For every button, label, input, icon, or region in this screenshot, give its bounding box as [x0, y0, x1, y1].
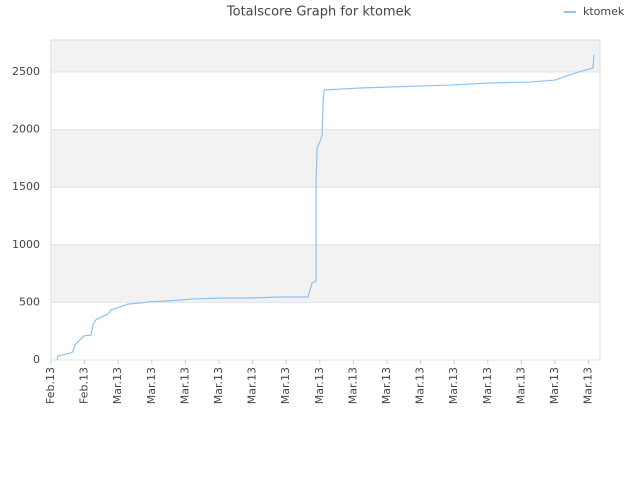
x-tick-label: Mar.13 — [447, 367, 460, 404]
x-tick-label: Mar.13 — [514, 367, 527, 404]
x-tick-label: Mar.13 — [246, 367, 259, 404]
line — [56, 54, 595, 361]
x-tick-label: Mar.13 — [212, 367, 225, 404]
grid-band — [51, 187, 600, 245]
y-tick-label: 2500 — [12, 65, 40, 78]
y-tick-label: 500 — [19, 295, 40, 308]
grid-band — [51, 40, 600, 73]
x-tick-label: Mar.13 — [548, 367, 561, 404]
x-tick-label: Mar.13 — [111, 367, 124, 404]
legend-label: ktomek — [583, 5, 625, 18]
grid-band — [51, 244, 600, 303]
x-tick-label: Mar.13 — [178, 367, 191, 404]
x-tick-label: Mar.13 — [145, 367, 158, 404]
grid-band — [51, 302, 600, 360]
x-tick-label: Mar.13 — [313, 367, 326, 404]
y-tick-label: 1000 — [12, 238, 40, 251]
x-tick-label: Feb.13 — [78, 367, 91, 404]
chart-title: Totalscore Graph for ktomek — [226, 5, 412, 20]
x-tick-label: Mar.13 — [279, 367, 292, 404]
y-tick-label: 0 — [33, 353, 40, 366]
y-tick-label: 1500 — [12, 180, 40, 193]
x-tick-label: Mar.13 — [414, 367, 427, 404]
grid-band — [51, 129, 600, 188]
x-tick-label: Mar.13 — [380, 367, 393, 404]
x-tick-label: Mar.13 — [481, 367, 494, 404]
x-tick-label: Mar.13 — [346, 367, 359, 404]
y-tick-label: 2000 — [12, 123, 40, 136]
grid-band — [51, 72, 600, 130]
x-tick-label: Feb.13 — [44, 367, 57, 404]
x-tick-label: Mar.13 — [582, 367, 595, 404]
